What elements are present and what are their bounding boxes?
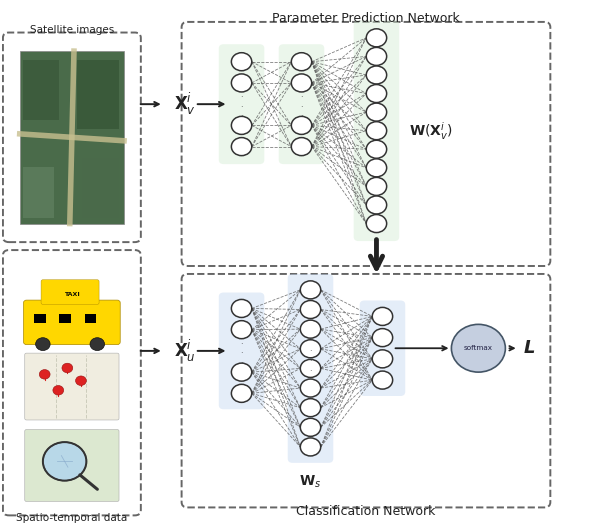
Text: $\mathbf{X}_u^i$: $\mathbf{X}_u^i$ — [174, 338, 196, 364]
Text: Classification Network: Classification Network — [296, 505, 436, 518]
Bar — [23, 167, 54, 218]
Circle shape — [39, 370, 50, 379]
Circle shape — [366, 47, 386, 65]
Circle shape — [300, 398, 321, 417]
Circle shape — [231, 117, 252, 135]
Circle shape — [291, 74, 312, 92]
Text: Satellite images: Satellite images — [29, 25, 114, 35]
Text: .
.
.: . . . — [240, 337, 243, 365]
Circle shape — [76, 376, 86, 386]
Circle shape — [366, 214, 386, 232]
Circle shape — [291, 53, 312, 71]
Circle shape — [231, 300, 252, 318]
Bar — [46, 314, 58, 323]
FancyBboxPatch shape — [354, 20, 399, 241]
Circle shape — [300, 379, 321, 397]
Circle shape — [366, 103, 386, 121]
Circle shape — [53, 386, 64, 395]
Circle shape — [372, 350, 393, 368]
Bar — [82, 158, 119, 218]
FancyBboxPatch shape — [288, 274, 334, 463]
Circle shape — [62, 363, 73, 373]
Text: .
.
.: . . . — [300, 90, 303, 118]
Text: Parameter Prediction Network: Parameter Prediction Network — [272, 12, 460, 24]
Circle shape — [231, 363, 252, 381]
Circle shape — [43, 442, 87, 480]
Text: .
.
.: . . . — [240, 90, 243, 118]
Text: $\boldsymbol{L}$: $\boldsymbol{L}$ — [523, 339, 536, 358]
Circle shape — [291, 138, 312, 156]
Bar — [77, 60, 119, 129]
Bar — [59, 314, 71, 323]
Circle shape — [372, 371, 393, 389]
Circle shape — [90, 338, 105, 351]
FancyBboxPatch shape — [359, 301, 405, 396]
FancyBboxPatch shape — [25, 353, 119, 420]
Circle shape — [300, 281, 321, 299]
Circle shape — [366, 196, 386, 214]
Bar — [23, 60, 59, 120]
Circle shape — [300, 438, 321, 456]
Bar — [72, 314, 84, 323]
Circle shape — [366, 66, 386, 84]
Circle shape — [300, 301, 321, 319]
Bar — [84, 314, 96, 323]
Circle shape — [300, 418, 321, 436]
Text: Spatio-temporal data: Spatio-temporal data — [16, 513, 128, 523]
FancyBboxPatch shape — [23, 300, 120, 345]
Text: $\mathbf{W}(\mathbf{X}_v^i)$: $\mathbf{W}(\mathbf{X}_v^i)$ — [409, 120, 453, 142]
FancyBboxPatch shape — [25, 429, 119, 502]
Circle shape — [366, 122, 386, 140]
FancyBboxPatch shape — [219, 44, 264, 164]
Circle shape — [300, 360, 321, 377]
FancyBboxPatch shape — [41, 280, 99, 304]
Text: TAXI: TAXI — [64, 292, 79, 297]
Circle shape — [291, 117, 312, 135]
Bar — [34, 314, 46, 323]
Circle shape — [300, 340, 321, 358]
FancyBboxPatch shape — [279, 44, 324, 164]
Circle shape — [366, 159, 386, 177]
Text: $\mathbf{W}_s$: $\mathbf{W}_s$ — [299, 473, 321, 490]
FancyBboxPatch shape — [20, 51, 124, 223]
Circle shape — [231, 384, 252, 402]
Text: softmax: softmax — [464, 345, 493, 351]
Circle shape — [231, 53, 252, 71]
Circle shape — [231, 138, 252, 156]
Circle shape — [231, 74, 252, 92]
Text: $\mathbf{X}_v^i$: $\mathbf{X}_v^i$ — [174, 91, 196, 117]
Circle shape — [366, 85, 386, 103]
Circle shape — [36, 338, 50, 351]
Circle shape — [372, 329, 393, 347]
Circle shape — [366, 177, 386, 195]
Circle shape — [366, 29, 386, 47]
Circle shape — [231, 321, 252, 339]
Bar — [98, 314, 109, 323]
Circle shape — [452, 325, 505, 372]
FancyBboxPatch shape — [219, 293, 264, 409]
Circle shape — [366, 140, 386, 159]
Circle shape — [372, 307, 393, 326]
Text: .
.
.: . . . — [309, 344, 312, 373]
Circle shape — [300, 320, 321, 338]
